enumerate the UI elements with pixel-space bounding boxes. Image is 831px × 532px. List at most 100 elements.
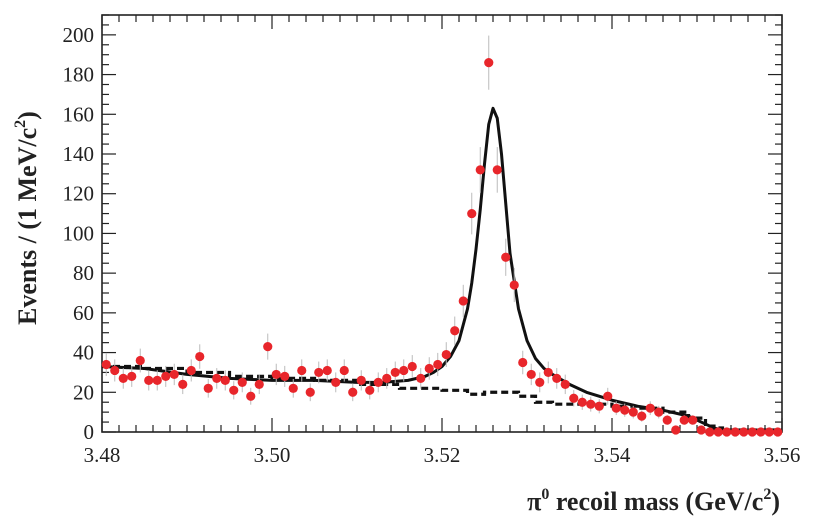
fit-line: [101, 106, 782, 432]
data-point: [679, 415, 689, 425]
data-point: [339, 365, 349, 376]
data-point: [424, 363, 434, 374]
y-tick-label: 160: [63, 102, 95, 126]
data-point: [543, 367, 553, 378]
y-tick-label: 40: [73, 341, 94, 365]
data-point: [526, 369, 536, 380]
data-point: [603, 391, 613, 401]
data-point: [467, 208, 477, 219]
data-point: [263, 342, 273, 352]
axis-ticks: [101, 14, 783, 433]
data-point: [322, 365, 332, 376]
y-axis-title-close: ): [13, 111, 42, 120]
data-point: [535, 377, 545, 387]
data-series: [101, 35, 783, 437]
x-tick-label: 3.54: [594, 443, 631, 467]
data-point: [713, 427, 723, 437]
data-point: [390, 367, 400, 378]
x-tick-label: 3.50: [254, 443, 291, 467]
data-point: [637, 411, 647, 421]
background-series: [102, 364, 782, 432]
data-point: [144, 375, 154, 385]
x-axis-title-rest: recoil mass (GeV/c: [549, 487, 763, 516]
y-tick-label: 180: [63, 63, 95, 87]
data-point: [450, 326, 460, 336]
data-point: [365, 385, 375, 395]
x-axis-title-symbol: π: [527, 487, 541, 516]
x-axis-title-sup: 0: [541, 486, 549, 503]
data-point: [356, 375, 366, 385]
data-point: [152, 375, 162, 385]
data-point: [484, 58, 494, 68]
data-point: [662, 415, 672, 425]
x-axis-title-close: ): [771, 487, 780, 516]
data-point: [399, 365, 409, 376]
data-point: [348, 387, 358, 397]
data-point: [280, 371, 290, 381]
y-axis-title: Events / (1 MeV/c2): [12, 111, 42, 325]
data-point: [722, 427, 732, 437]
data-point: [475, 165, 485, 175]
data-point: [407, 361, 417, 372]
data-point: [611, 403, 621, 413]
data-point: [186, 365, 196, 376]
data-point: [645, 403, 655, 413]
data-point: [705, 427, 715, 437]
data-point: [127, 371, 137, 381]
data-point: [594, 401, 604, 411]
y-tick-label: 0: [84, 420, 95, 444]
data-point: [586, 399, 596, 409]
data-point: [203, 383, 213, 393]
data-point: [671, 425, 681, 435]
y-tick-label: 60: [73, 301, 94, 325]
data-point: [569, 393, 579, 403]
data-point: [654, 407, 664, 417]
plot-frame: [101, 14, 783, 433]
y-tick-label: 80: [73, 261, 94, 285]
data-point: [416, 373, 426, 383]
data-point: [628, 407, 638, 417]
data-point: [518, 357, 528, 368]
x-tick-label: 3.56: [764, 443, 801, 467]
data-point: [773, 427, 783, 437]
data-point: [178, 379, 188, 389]
y-tick-label: 140: [63, 142, 95, 166]
data-point: [764, 427, 774, 437]
data-point: [212, 373, 222, 383]
data-point: [161, 371, 171, 381]
data-point: [118, 373, 128, 383]
data-point: [101, 359, 111, 370]
data-point: [110, 365, 120, 376]
data-point: [373, 377, 383, 387]
data-point: [696, 425, 706, 435]
plot-border: [101, 14, 783, 433]
data-point: [433, 359, 443, 370]
data-point: [297, 365, 307, 376]
data-point: [620, 405, 630, 415]
data-point: [730, 427, 740, 437]
x-axis-title-rest-sup: 2: [763, 486, 771, 503]
data-point: [229, 385, 239, 395]
data-point: [688, 415, 698, 425]
x-tick-label: 3.52: [424, 443, 461, 467]
x-tick-label: 3.48: [84, 443, 121, 467]
data-point: [135, 355, 145, 366]
data-point: [577, 397, 587, 407]
data-point: [492, 165, 502, 175]
data-point: [254, 379, 264, 389]
y-tick-label: 120: [63, 182, 95, 206]
data-point: [552, 373, 562, 383]
background-line: [102, 364, 782, 432]
data-point: [331, 377, 341, 387]
data-point: [314, 367, 324, 378]
data-point: [237, 377, 247, 387]
tick-labels: 3.48 3.50 3.52 3.54 3.56 0 20 40 60 80 100 120 140 16…: [63, 23, 801, 467]
data-point: [739, 427, 749, 437]
data-point: [458, 296, 468, 306]
data-point: [169, 369, 179, 380]
y-tick-label: 200: [63, 23, 95, 47]
y-axis-title-sup: 2: [12, 120, 29, 128]
data-point: [288, 383, 298, 393]
y-tick-label: 20: [73, 380, 94, 404]
